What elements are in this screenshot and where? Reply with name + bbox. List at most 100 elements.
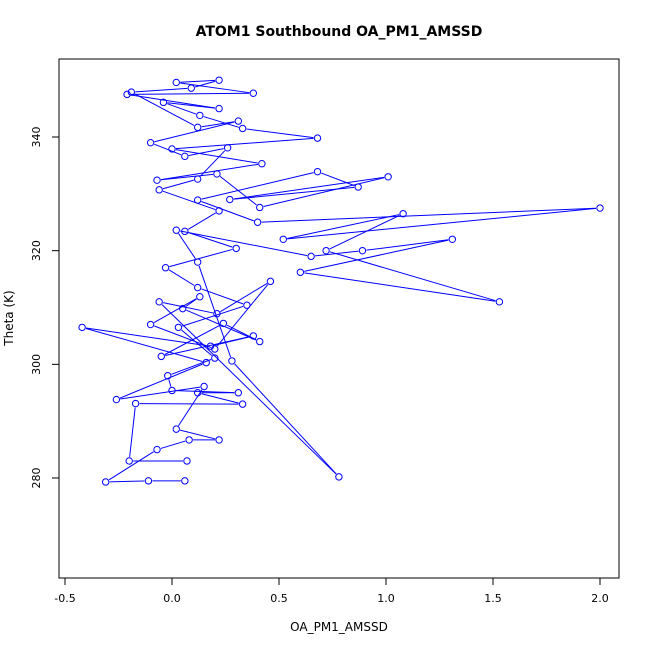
series-segment — [154, 121, 235, 143]
series-segment — [162, 179, 194, 190]
series-segment — [167, 103, 197, 115]
data-point — [161, 264, 170, 272]
series-segment — [139, 403, 239, 405]
data-point — [596, 204, 604, 212]
data-point — [196, 111, 204, 120]
data-point — [223, 144, 232, 152]
data-point — [211, 354, 219, 362]
series-segment — [263, 177, 385, 208]
series-segment — [304, 239, 449, 272]
data-point — [168, 145, 176, 153]
data-point — [313, 167, 322, 176]
data-point — [215, 207, 223, 215]
series-segment — [154, 325, 212, 349]
series-segment — [153, 298, 197, 324]
data-point — [238, 400, 247, 408]
data-point — [219, 319, 228, 328]
data-point — [200, 382, 208, 391]
data-point — [495, 298, 504, 306]
y-axis-label: Theta (K) — [2, 290, 16, 346]
data-point — [112, 395, 121, 404]
data-point — [168, 386, 176, 395]
series-segment — [85, 328, 203, 363]
data-point — [307, 252, 315, 261]
series-segment — [175, 149, 259, 164]
x-tick-label: -0.5 — [54, 592, 75, 605]
series-segment — [234, 363, 337, 475]
series-segment — [119, 363, 203, 399]
data-point — [249, 332, 258, 340]
series-segment — [108, 451, 154, 481]
series-segment — [131, 92, 250, 95]
data-point — [155, 298, 163, 306]
data-point — [144, 477, 153, 485]
series-segment — [188, 148, 224, 157]
x-tick-label: 0.5 — [270, 592, 288, 605]
data-point — [234, 389, 243, 397]
data-point — [202, 358, 210, 367]
series-segment — [160, 440, 186, 449]
y-tick-label: 340 — [30, 127, 43, 148]
data-point — [181, 227, 189, 236]
data-point — [256, 203, 264, 212]
data-point — [211, 345, 219, 353]
data-point — [159, 98, 168, 107]
series-segment — [134, 93, 195, 126]
data-point — [249, 89, 258, 97]
series-segment — [329, 251, 496, 302]
data-point — [354, 183, 362, 191]
data-point — [179, 304, 187, 313]
y-tick-label: 280 — [30, 468, 43, 489]
data-point — [185, 436, 193, 444]
series-segment — [201, 201, 255, 222]
series-segment — [246, 128, 314, 139]
data-point — [78, 323, 86, 332]
data-point — [193, 123, 202, 132]
series-segment — [178, 233, 196, 259]
series-segment — [261, 207, 597, 223]
series-segment — [188, 232, 233, 248]
series-segment — [220, 283, 268, 313]
data-point — [384, 173, 392, 181]
series-segment — [154, 143, 182, 156]
data-point — [131, 399, 140, 408]
data-point — [215, 104, 223, 113]
x-tick-label: 1.0 — [377, 592, 395, 605]
data-point — [358, 246, 367, 255]
series-segment — [366, 239, 449, 251]
data-point — [196, 293, 204, 301]
series-segment — [201, 172, 314, 200]
data-point — [322, 246, 330, 255]
series-segment — [180, 429, 216, 440]
data-point — [313, 134, 322, 142]
series-segment — [321, 172, 355, 187]
series-segment — [287, 214, 400, 239]
series-segment — [216, 284, 269, 347]
data-point — [174, 323, 183, 332]
data-point — [153, 445, 161, 454]
series-segment — [109, 480, 145, 483]
series-segment — [175, 137, 314, 150]
series-segment — [201, 288, 244, 305]
series-segment — [182, 305, 244, 327]
series-segment — [164, 324, 221, 355]
series-segment — [329, 215, 400, 250]
series-segment — [161, 304, 337, 475]
series-segment — [180, 230, 308, 257]
data-point — [232, 244, 240, 253]
data-point — [215, 76, 223, 84]
data-point — [101, 478, 110, 486]
series-segment — [162, 302, 214, 314]
data-point — [155, 186, 163, 194]
data-point — [335, 473, 343, 481]
data-point — [146, 320, 155, 329]
data-point — [193, 196, 202, 204]
chart-title: ATOM1 Southbound OA_PM1_AMSSD — [196, 24, 483, 40]
series-segment — [201, 393, 239, 404]
data-point — [193, 283, 202, 292]
data-point — [279, 235, 287, 244]
data-point — [172, 78, 180, 87]
data-point — [399, 210, 407, 218]
series-segment — [194, 80, 216, 88]
